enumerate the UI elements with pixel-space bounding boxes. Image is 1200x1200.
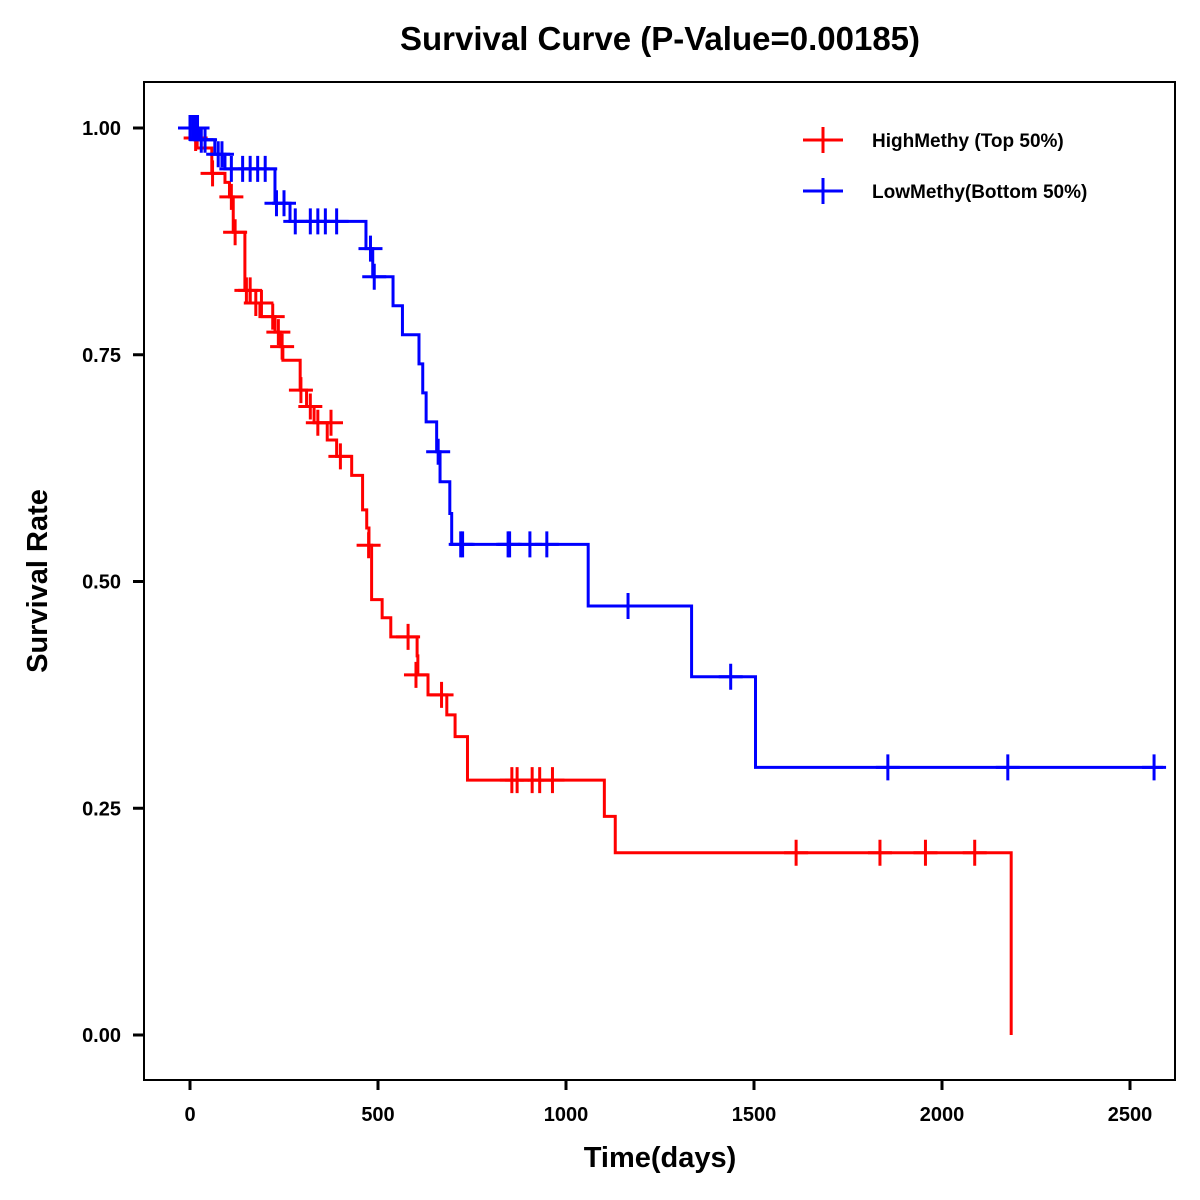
censor-mark xyxy=(356,532,381,559)
censor-mark xyxy=(209,141,234,168)
censor-mark xyxy=(328,443,353,470)
censor-mark xyxy=(298,393,323,420)
censor-mark xyxy=(266,319,291,346)
x-tick-label: 1500 xyxy=(732,1104,777,1126)
censor-mark xyxy=(272,190,296,217)
censor-mark xyxy=(718,663,743,690)
censor-mark xyxy=(200,160,225,187)
censor-mark xyxy=(270,333,295,360)
legend-label: LowMethy(Bottom 50%) xyxy=(872,182,1087,203)
censor-mark xyxy=(534,531,559,558)
chart-title: Survival Curve (P-Value=0.00185) xyxy=(400,20,920,57)
censor-mark xyxy=(913,839,938,866)
censor-mark xyxy=(995,754,1020,781)
y-tick-label: 1.00 xyxy=(82,118,121,140)
y-tick-label: 0.50 xyxy=(82,572,121,594)
series-high-methy xyxy=(183,124,1013,1035)
legend-item: HighMethy (Top 50%) xyxy=(803,127,1064,153)
x-axis: 0 500 1000 1500 2000 2500 xyxy=(184,1080,1152,1126)
plot-frame xyxy=(143,81,1176,1081)
censor-mark xyxy=(319,409,343,436)
y-axis-label: Survival Rate xyxy=(22,489,54,673)
censor-mark xyxy=(219,183,244,210)
censor-mark xyxy=(426,438,451,465)
censor-mark xyxy=(260,303,285,330)
x-tick-label: 500 xyxy=(361,1104,394,1126)
censor-mark xyxy=(784,839,809,866)
censor-mark xyxy=(396,623,421,650)
censor-mark xyxy=(616,592,641,619)
x-tick-label: 0 xyxy=(184,1104,195,1126)
censor-mark xyxy=(540,767,565,794)
x-axis-label: Time(days) xyxy=(584,1142,737,1174)
x-tick-label: 2000 xyxy=(920,1104,965,1126)
censor-mark xyxy=(875,754,900,781)
censor-mark xyxy=(253,155,278,182)
y-tick-label: 0.00 xyxy=(82,1025,121,1047)
censor-mark xyxy=(497,531,522,558)
series-low-methy xyxy=(178,115,1167,781)
legend-label: HighMethy (Top 50%) xyxy=(872,131,1064,152)
y-tick-label: 0.25 xyxy=(82,798,121,820)
legend-item: LowMethy(Bottom 50%) xyxy=(803,178,1087,204)
legend-marker-icon xyxy=(803,127,843,153)
censor-mark xyxy=(450,531,475,558)
censor-mark xyxy=(193,126,218,153)
plot-area xyxy=(178,115,1167,1035)
censor-mark xyxy=(429,681,454,708)
censor-mark xyxy=(867,839,892,866)
censor-mark xyxy=(362,263,387,290)
x-tick-label: 1000 xyxy=(544,1104,589,1126)
y-tick-label: 0.75 xyxy=(82,345,121,367)
legend: HighMethy (Top 50%) LowMethy(Bottom 50%) xyxy=(803,127,1087,204)
censor-mark xyxy=(238,277,263,304)
censor-mark xyxy=(324,208,349,235)
censor-mark xyxy=(288,377,313,404)
censor-mark xyxy=(249,290,274,317)
censor-mark xyxy=(1142,754,1167,781)
censor-mark xyxy=(962,839,987,866)
survival-step-line xyxy=(188,128,1013,1035)
x-tick-label: 2500 xyxy=(1108,1104,1153,1126)
censor-mark xyxy=(223,219,248,246)
y-axis: 0.00 0.25 0.50 0.75 1.00 xyxy=(82,118,144,1047)
censor-mark xyxy=(358,235,383,262)
legend-marker-icon xyxy=(803,178,843,204)
censor-mark xyxy=(403,661,428,688)
